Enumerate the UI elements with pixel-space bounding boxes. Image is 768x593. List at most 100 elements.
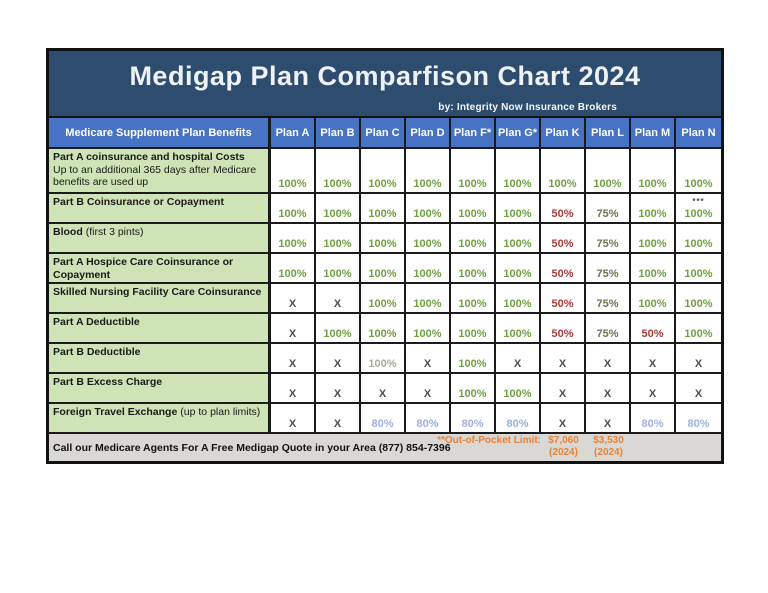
value-text: 75% xyxy=(596,238,619,250)
value-cell: 100% xyxy=(361,224,406,252)
table-header: Medicare Supplement Plan Benefits Plan A… xyxy=(49,118,721,149)
value-text: 100% xyxy=(368,208,397,220)
value-cell: 100% xyxy=(451,284,496,312)
value-text: 100% xyxy=(503,388,532,400)
value-text: 100% xyxy=(638,298,667,310)
value-text: 75% xyxy=(596,268,619,280)
value-text: 100% xyxy=(684,208,713,220)
value-cell: 80% xyxy=(361,404,406,432)
value-cell: 100% xyxy=(406,194,451,222)
value-text: X xyxy=(423,388,432,400)
value-cell: X xyxy=(271,404,316,432)
benefit-label-bold: Part B Deductible xyxy=(53,346,141,358)
value-cell: X xyxy=(586,404,631,432)
value-text: 100% xyxy=(413,328,442,340)
value-text: 100% xyxy=(638,178,667,190)
value-cell: 80% xyxy=(676,404,721,432)
value-text: 75% xyxy=(596,298,619,310)
value-cell: 100% xyxy=(631,284,676,312)
value-text: 100% xyxy=(413,238,442,250)
value-cell: X xyxy=(586,344,631,372)
value-cell: 100% xyxy=(316,149,361,192)
benefit-label-bold: Foreign Travel Exchange xyxy=(53,406,178,418)
value-cell: X xyxy=(316,344,361,372)
value-text: 100% xyxy=(638,268,667,280)
page-title: Medigap Plan Comparfison Chart 2024 xyxy=(129,61,641,91)
value-cell: 100% xyxy=(451,224,496,252)
value-cell: 50% xyxy=(541,254,586,282)
value-cell: 100% xyxy=(676,149,721,192)
value-cell: 75% xyxy=(586,194,631,222)
value-cell: X xyxy=(316,404,361,432)
value-cell: X xyxy=(316,284,361,312)
value-cell: 100% xyxy=(676,254,721,282)
value-text: 100% xyxy=(278,238,307,250)
benefit-label: Part B Deductible xyxy=(49,344,271,372)
limit-amount: $7,060 xyxy=(548,435,579,446)
value-text: 100% xyxy=(413,298,442,310)
value-cell: X xyxy=(316,374,361,402)
value-cell: 50% xyxy=(541,314,586,342)
value-text: X xyxy=(378,388,387,400)
value-cell: 80% xyxy=(451,404,496,432)
benefit-label-bold: Skilled Nursing Facility Care Coinsuranc… xyxy=(53,286,262,298)
value-text: 100% xyxy=(368,268,397,280)
plan-column-header: Plan D xyxy=(406,118,451,147)
value-text: 100% xyxy=(323,178,352,190)
benefit-label-bold: Part B Excess Charge xyxy=(53,376,163,388)
value-text: 50% xyxy=(551,328,574,340)
value-cell: 100% xyxy=(541,149,586,192)
value-cell: 50% xyxy=(541,284,586,312)
value-cell: 75% xyxy=(586,224,631,252)
value-text: 100% xyxy=(458,208,487,220)
value-text: 100% xyxy=(638,208,667,220)
value-cell: 100% xyxy=(451,149,496,192)
plan-k-out-of-pocket-limit: $7,060 (2024) xyxy=(541,434,586,461)
value-cell: X xyxy=(541,404,586,432)
value-text: X xyxy=(288,418,297,430)
value-cell: 100% xyxy=(271,254,316,282)
benefit-label-bold: Part A Deductible xyxy=(53,316,140,328)
value-text: X xyxy=(288,388,297,400)
value-cell: X xyxy=(271,284,316,312)
value-text: 100% xyxy=(368,358,397,370)
value-cell: 100% xyxy=(406,284,451,312)
medigap-comparison-chart: Medigap Plan Comparfison Chart 2024 by: … xyxy=(46,48,724,464)
plan-column-header: Plan F* xyxy=(451,118,496,147)
value-text: 100% xyxy=(684,238,713,250)
value-text: 75% xyxy=(596,328,619,340)
limit-amount: $3,530 xyxy=(593,435,624,446)
value-text: 100% xyxy=(458,268,487,280)
value-cell: 100% xyxy=(451,194,496,222)
value-cell: 100% xyxy=(676,314,721,342)
value-text: X xyxy=(333,358,342,370)
value-text: 100% xyxy=(684,298,713,310)
plan-column-header: Plan N xyxy=(681,126,716,139)
out-of-pocket-limit-label: **Out-of-Pocket Limit: xyxy=(437,435,541,446)
value-cell: X xyxy=(271,344,316,372)
value-text: X xyxy=(288,358,297,370)
value-cell: 100% xyxy=(451,344,496,372)
benefit-label: Foreign Travel Exchange (up to plan limit… xyxy=(49,404,271,432)
value-text: X xyxy=(648,388,657,400)
benefit-label-detail: Up to an additional 365 days after Medic… xyxy=(53,163,257,189)
value-cell: X xyxy=(271,374,316,402)
value-cell: 100% xyxy=(406,149,451,192)
value-text: 50% xyxy=(551,298,574,310)
value-text: 100% xyxy=(413,178,442,190)
value-cell: 50% xyxy=(541,224,586,252)
value-text: X xyxy=(288,298,297,310)
value-cell: 75% xyxy=(586,314,631,342)
value-text: 50% xyxy=(641,328,664,340)
value-cell: X xyxy=(361,374,406,402)
value-text: 100% xyxy=(684,178,713,190)
plan-l-out-of-pocket-limit: $3,530 (2024) xyxy=(586,434,631,461)
value-text: X xyxy=(648,358,657,370)
value-cell: 100% xyxy=(451,314,496,342)
value-text: 80% xyxy=(461,418,484,430)
value-cell: 100% xyxy=(496,374,541,402)
plan-column-header: Plan B xyxy=(316,118,361,147)
value-cell: 75% xyxy=(586,284,631,312)
value-text: X xyxy=(694,388,703,400)
value-cell: X xyxy=(271,314,316,342)
